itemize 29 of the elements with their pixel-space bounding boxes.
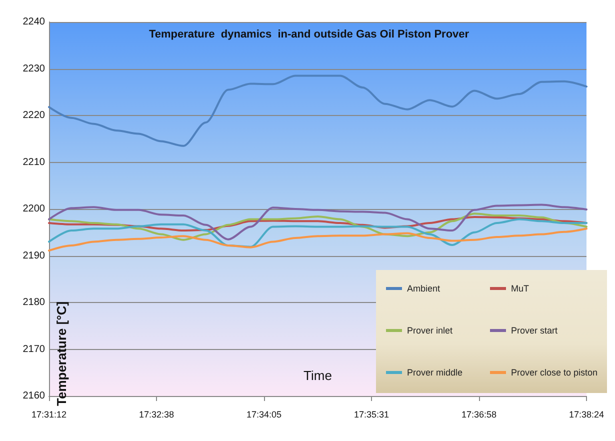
x-tick-label: 17:36:58: [461, 410, 497, 420]
line-series: [48, 74, 588, 147]
y-tick-label: 2220: [22, 110, 46, 121]
y-tick-label: 2200: [22, 204, 46, 214]
legend-label: Prover start: [511, 326, 558, 336]
line-series: [48, 218, 588, 248]
x-tick-label: 17:34:05: [246, 410, 282, 420]
y-tick-label: 2230: [22, 63, 46, 74]
y-tick-label: 2210: [22, 156, 46, 168]
y-tick-label: 2170: [22, 344, 46, 355]
line-series: [48, 212, 588, 241]
legend-label: Prover inlet: [407, 326, 454, 336]
legend-label: Prover middle: [407, 368, 463, 378]
legend-label: MuT: [511, 284, 530, 294]
y-tick-label: 2240: [22, 16, 46, 28]
x-tick-label: 17:35:31: [354, 410, 390, 420]
y-axis-title: Temperature [°C]: [54, 301, 69, 406]
x-tick-label: 17:32:38: [138, 410, 174, 420]
x-axis-title: Time: [304, 368, 332, 383]
legend-label: Ambient: [407, 284, 441, 294]
y-tick-label: 2180: [22, 297, 46, 308]
x-tick-label: 17:31:12: [31, 410, 67, 420]
line-series: [48, 204, 588, 240]
text: Temperature dynamics in-and outside Gas Oil Piston Prover: [148, 28, 470, 40]
y-tick-label: 2160: [22, 390, 46, 402]
x-tick-label: 17:38:24: [568, 410, 604, 420]
legend-label: Prover close to piston: [511, 368, 598, 378]
y-tick-label: 2190: [22, 250, 46, 262]
line-series: [48, 228, 588, 252]
